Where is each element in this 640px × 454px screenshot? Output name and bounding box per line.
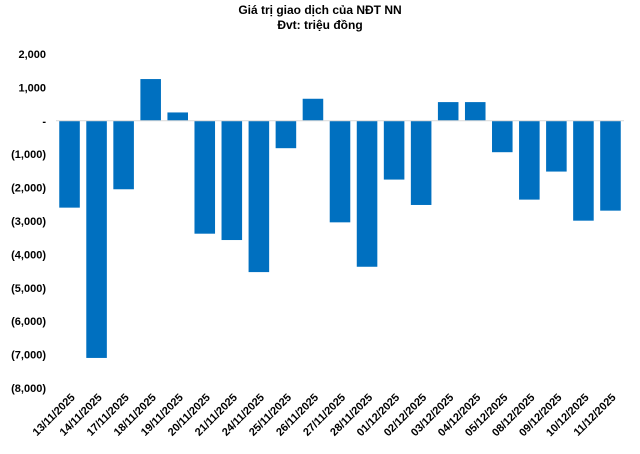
chart-title-block: Giá trị giao dịch của NĐT NN Đvt: triệu …: [0, 3, 640, 33]
y-tick-label: 1,000: [18, 82, 46, 94]
bar-01/12/2025: [383, 120, 405, 180]
bar-24/11/2025: [248, 120, 270, 273]
bar-21/11/2025: [221, 120, 243, 241]
bar-19/11/2025: [167, 112, 188, 121]
y-tick-label: (4,000): [11, 249, 46, 261]
y-tick-label: (6,000): [11, 316, 46, 328]
bar-28/11/2025: [356, 120, 378, 267]
bar-27/11/2025: [329, 120, 351, 223]
y-tick-label: (3,000): [11, 216, 46, 228]
y-tick-label: (5,000): [11, 283, 46, 295]
bar-08/12/2025: [519, 120, 540, 200]
bar-03/12/2025: [437, 102, 459, 121]
y-tick-label: (2,000): [11, 183, 46, 195]
bar-13/11/2025: [59, 120, 80, 208]
chart-title: Giá trị giao dịch của NĐT NN: [238, 3, 402, 17]
bar-10/12/2025: [573, 120, 594, 221]
y-tick-label: (1,000): [11, 149, 46, 161]
bar-18/11/2025: [140, 79, 161, 121]
bar-26/11/2025: [302, 98, 324, 121]
bar-09/12/2025: [546, 120, 567, 172]
chart-subtitle: Đvt: triệu đồng: [277, 18, 363, 32]
y-tick-label: (8,000): [11, 383, 46, 395]
bar-25/11/2025: [275, 120, 297, 149]
x-axis-labels: 13/11/202514/11/202517/11/202518/11/2025…: [31, 392, 619, 439]
y-tick-label: -: [42, 116, 46, 128]
bar-17/11/2025: [113, 120, 134, 190]
bar-05/12/2025: [492, 120, 513, 153]
y-tick-label: (7,000): [11, 350, 46, 362]
bar-20/11/2025: [194, 120, 216, 234]
bar-04/12/2025: [464, 102, 486, 121]
bars: [59, 79, 621, 358]
bar-02/12/2025: [410, 120, 432, 205]
y-tick-label: 2,000: [18, 49, 46, 61]
y-axis-labels: 2,000 1,000 - (1,000) (2,000) (3,000) (4,000) (…: [11, 49, 46, 395]
bar-11/12/2025: [600, 120, 621, 211]
bar-14/11/2025: [86, 120, 107, 358]
